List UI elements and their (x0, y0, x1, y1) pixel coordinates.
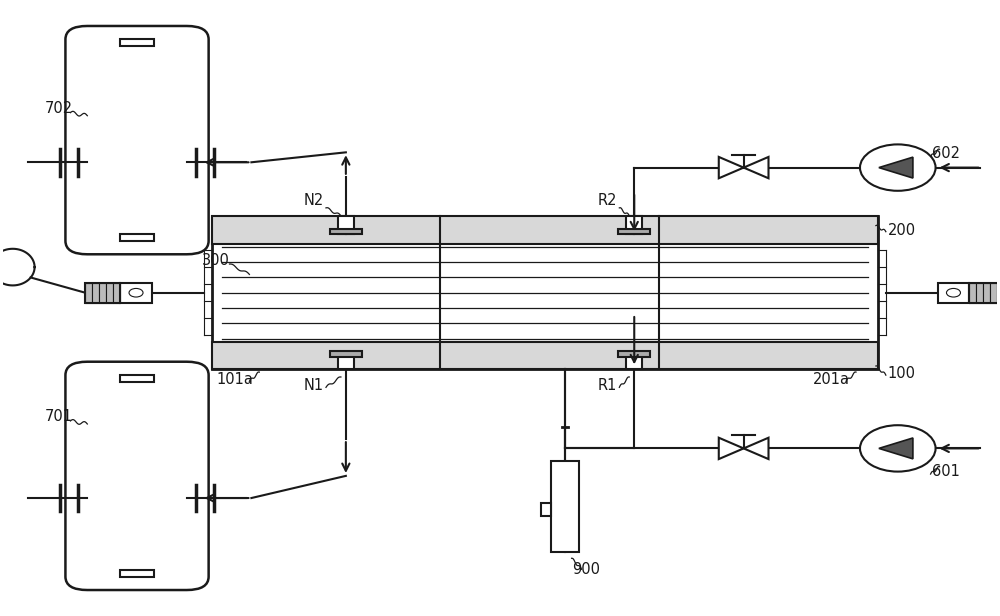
Bar (551, 461, 579, 552)
Text: 602: 602 (932, 147, 960, 161)
Bar (969, 283, 1000, 302)
Bar (120, 375, 154, 382)
Bar (997, 283, 1000, 302)
Polygon shape (744, 438, 769, 459)
Bar (976, 283, 983, 302)
Bar (106, 283, 113, 302)
Bar (990, 283, 997, 302)
Text: 100: 100 (888, 366, 916, 381)
Bar (626, 352, 642, 369)
Polygon shape (879, 157, 913, 178)
Bar (330, 229, 362, 234)
Text: R1: R1 (597, 378, 617, 394)
Bar (618, 229, 650, 234)
Bar (99, 283, 106, 302)
Bar (113, 283, 120, 302)
Bar (212, 342, 878, 369)
Bar (212, 216, 878, 369)
Bar (120, 234, 154, 241)
Text: 300: 300 (202, 253, 230, 269)
Bar (85, 283, 120, 302)
Text: N2: N2 (304, 193, 324, 208)
Text: 701: 701 (45, 409, 73, 424)
Polygon shape (879, 438, 913, 459)
Circle shape (946, 288, 960, 297)
Text: N1: N1 (304, 378, 324, 394)
Bar (983, 283, 990, 302)
FancyBboxPatch shape (65, 26, 209, 254)
Bar (626, 216, 642, 233)
Bar (938, 283, 969, 302)
Polygon shape (719, 157, 744, 178)
Bar (338, 352, 354, 369)
Bar (212, 216, 878, 244)
Bar (85, 283, 92, 302)
Bar (120, 39, 154, 46)
Bar (120, 570, 154, 577)
Text: R2: R2 (597, 193, 617, 208)
Text: 200: 200 (888, 223, 916, 238)
Polygon shape (719, 438, 744, 459)
Text: 201a: 201a (813, 372, 850, 387)
Text: 601: 601 (932, 464, 959, 479)
Circle shape (860, 425, 936, 472)
Bar (338, 216, 354, 233)
Circle shape (129, 288, 143, 297)
FancyBboxPatch shape (65, 362, 209, 590)
Bar (120, 283, 152, 302)
Bar (969, 283, 976, 302)
Circle shape (860, 144, 936, 191)
Polygon shape (744, 157, 769, 178)
Text: 900: 900 (573, 562, 601, 577)
Bar (330, 351, 362, 357)
Bar (618, 351, 650, 357)
Text: 101a: 101a (217, 372, 253, 387)
Text: 702: 702 (45, 100, 73, 116)
Bar (92, 283, 99, 302)
Bar (541, 503, 551, 516)
